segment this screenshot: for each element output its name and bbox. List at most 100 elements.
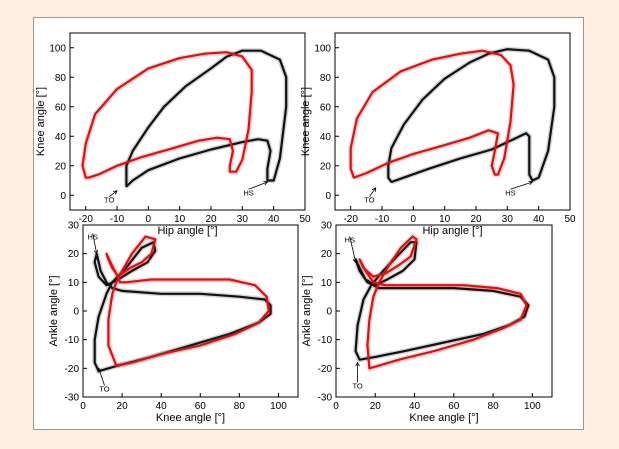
y-tick-label: -10	[318, 335, 333, 346]
annotation-label: TO	[104, 196, 114, 205]
x-tick-label: 30	[502, 214, 514, 225]
y-tick-label: 20	[320, 161, 332, 172]
y-axis-label: Ankle angle [°]	[301, 275, 313, 346]
y-tick-label: -30	[65, 393, 80, 404]
y-tick-label: 10	[68, 278, 80, 289]
plot-area	[69, 32, 306, 211]
series-1-band	[92, 239, 274, 374]
chart-4: 0 20 40 60 80 100 -30 -20 -10 0 10 20 30 Knee angle […	[301, 221, 553, 424]
x-tick-label: -20	[78, 214, 93, 225]
x-tick-label: 0	[333, 401, 339, 412]
y-tick-label: 40	[320, 132, 332, 143]
x-tick-label: 40	[533, 214, 545, 225]
x-tick-label: 40	[268, 214, 280, 225]
annotation-arrow	[510, 181, 533, 190]
figure-frame	[33, 17, 584, 430]
y-tick-label: 0	[325, 191, 331, 202]
y-tick-label: 100	[49, 43, 66, 54]
x-tick-label: 40	[409, 401, 421, 412]
y-tick-label: -10	[65, 335, 80, 346]
y-tick-label: -20	[65, 364, 80, 375]
annotation-label: HS	[345, 235, 355, 244]
x-tick-label: 20	[205, 214, 217, 225]
series-2-band	[80, 49, 255, 181]
annotation-arrowhead	[97, 367, 102, 373]
annotation-label: TO	[364, 196, 374, 205]
annotation-label: TO	[99, 384, 109, 393]
x-axis-label: Knee angle [°]	[156, 412, 225, 424]
x-tick-label: 20	[370, 401, 382, 412]
annotation-label: HS	[243, 188, 253, 197]
x-axis-label: Hip angle [°]	[422, 225, 482, 237]
y-tick-label: -20	[318, 364, 333, 375]
y-tick-label: 20	[68, 249, 80, 260]
annotation-arrowhead	[528, 180, 534, 186]
x-tick-label: 20	[470, 214, 482, 225]
x-tick-label: 50	[299, 214, 311, 225]
x-tick-label: 30	[237, 214, 249, 225]
x-tick-label: 0	[146, 214, 152, 225]
y-tick-label: -30	[318, 393, 333, 404]
y-tick-label: 100	[314, 43, 331, 54]
y-axis-label: Knee angle [°]	[35, 87, 47, 156]
annotation-arrow	[98, 368, 105, 386]
y-axis-label: Ankle angle [°]	[48, 275, 60, 346]
series-2-line	[81, 51, 253, 179]
y-tick-label: 20	[55, 161, 67, 172]
series-2-band	[348, 48, 517, 180]
annotation-arrowhead	[93, 249, 99, 255]
x-tick-label: 100	[524, 401, 541, 412]
x-tick-label: 100	[270, 401, 287, 412]
x-tick-label: 0	[411, 214, 417, 225]
y-tick-label: 0	[60, 191, 66, 202]
series-2-line	[105, 235, 270, 367]
annotation-arrowhead	[263, 181, 269, 186]
y-tick-label: 80	[55, 73, 67, 84]
x-tick-label: 10	[439, 214, 451, 225]
x-tick-label: 50	[564, 214, 576, 225]
annotation-arrow	[248, 181, 268, 190]
x-tick-label: 40	[156, 401, 168, 412]
x-tick-label: 60	[195, 401, 207, 412]
plot-area	[334, 32, 571, 211]
annotation-arrow	[108, 190, 118, 197]
x-tick-label: -10	[110, 214, 125, 225]
series-1-line	[387, 48, 556, 184]
x-tick-label: 0	[80, 401, 86, 412]
annotation-label: HS	[505, 188, 515, 197]
y-tick-label: 80	[320, 73, 332, 84]
annotation-arrow	[92, 233, 98, 254]
annotation-arrowhead	[352, 258, 358, 264]
series-1-line	[125, 49, 288, 188]
x-tick-label: 60	[448, 401, 460, 412]
x-tick-label: 80	[234, 401, 246, 412]
y-tick-label: 0	[326, 307, 332, 318]
x-tick-label: 20	[117, 401, 129, 412]
x-axis-label: Hip angle [°]	[157, 225, 217, 237]
y-tick-label: 10	[321, 278, 333, 289]
y-tick-label: 0	[73, 307, 79, 318]
series-2-line	[358, 235, 528, 370]
y-tick-label: 60	[320, 102, 332, 113]
x-tick-label: -10	[375, 214, 390, 225]
y-tick-label: 60	[55, 102, 67, 113]
annotation-arrow	[349, 236, 357, 263]
y-tick-label: 20	[321, 249, 333, 260]
y-tick-label: 30	[68, 221, 80, 232]
annotation-label: TO	[352, 382, 362, 391]
series-1-line	[354, 241, 530, 361]
series-1-line	[93, 241, 272, 373]
annotation-arrowhead	[371, 187, 377, 192]
y-axis-label: Knee angle [°]	[300, 87, 312, 156]
annotation-arrow	[369, 187, 377, 197]
chart-1: -20 -10 0 10 20 30 40 50 0 20 40 60 80 100 Hip angle […	[35, 32, 311, 237]
annotation-arrowhead	[355, 361, 360, 367]
x-tick-label: 80	[488, 401, 500, 412]
x-tick-label: 10	[174, 214, 186, 225]
x-axis-label: Knee angle [°]	[409, 412, 478, 424]
annotation-arrowhead	[112, 190, 118, 195]
chart-2: -20 -10 0 10 20 30 40 50 0 20 40 60 80 100 Hip angle […	[300, 32, 576, 237]
annotation-label: HS	[88, 232, 98, 241]
chart-3: 0 20 40 60 80 100 -30 -20 -10 0 10 20 30 Knee angle […	[48, 221, 299, 424]
